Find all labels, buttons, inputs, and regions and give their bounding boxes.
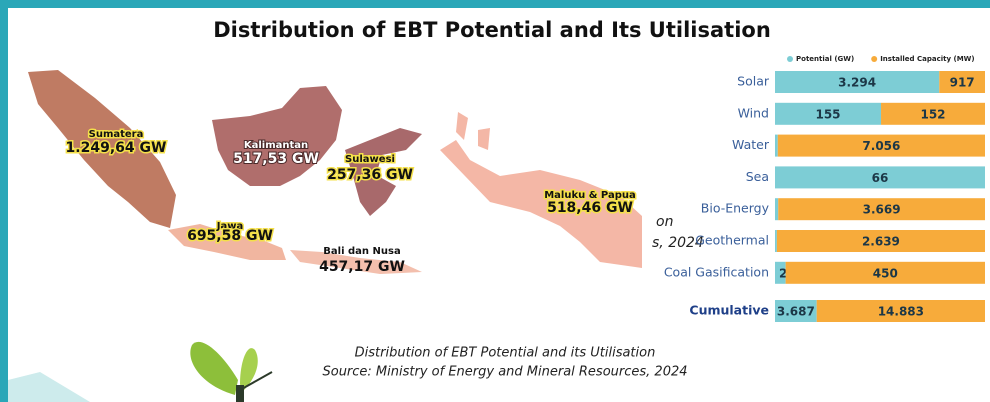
category-label: Cumulative bbox=[689, 303, 769, 318]
background-fragment: s, 2024 bbox=[652, 235, 704, 251]
value-label: 917 bbox=[950, 76, 975, 90]
value-label: 152 bbox=[920, 107, 945, 121]
left-frame bbox=[0, 0, 8, 402]
legend-label: Installed Capacity (MW) bbox=[880, 55, 974, 63]
region-sulawesi bbox=[345, 128, 422, 216]
caption: Source: Ministry of Energy and Mineral R… bbox=[322, 365, 687, 380]
legend-label: Potential (GW) bbox=[796, 55, 854, 63]
corner-decoration bbox=[8, 372, 90, 402]
value-label: 7.056 bbox=[862, 139, 900, 153]
value-label: 3.687 bbox=[777, 305, 815, 319]
legend-swatch bbox=[787, 56, 793, 62]
background-fragment: on bbox=[656, 214, 673, 230]
region-value: 457,17 GW bbox=[319, 259, 405, 275]
legend-swatch bbox=[871, 56, 878, 62]
bar-segment bbox=[775, 166, 985, 189]
wing bbox=[240, 348, 258, 392]
value-label: 3.294 bbox=[838, 76, 876, 90]
antenna bbox=[239, 371, 273, 391]
caption: Distribution of EBT Potential and its Ut… bbox=[355, 346, 656, 361]
category-label: Water bbox=[732, 137, 770, 152]
bar-segment bbox=[775, 71, 940, 93]
region-kalimantan bbox=[212, 86, 342, 186]
top-frame bbox=[0, 0, 990, 8]
bar-segment bbox=[881, 102, 985, 125]
island bbox=[478, 128, 490, 150]
region-name: Kalimantan bbox=[244, 140, 308, 151]
region-name: Jawa bbox=[216, 221, 243, 232]
value-label: 66 bbox=[872, 171, 889, 185]
title: Distribution of EBT Potential and Its Ut… bbox=[213, 18, 771, 42]
region-bali-nusa bbox=[290, 250, 422, 274]
category-label: Solar bbox=[737, 74, 770, 89]
bar-segment bbox=[775, 198, 779, 221]
value-label: 155 bbox=[815, 107, 840, 121]
region-sumatera bbox=[28, 70, 176, 228]
category-label: Coal Gasification bbox=[664, 264, 769, 279]
value-label: 2.639 bbox=[862, 235, 900, 249]
region-name: Bali dan Nusa bbox=[323, 246, 400, 257]
region-value: 1.249,64 GW bbox=[66, 140, 167, 156]
bar-segment bbox=[776, 230, 985, 252]
region-name: Sumatera bbox=[89, 129, 144, 140]
map: Sumatera 1.249,64 GW Kalimantan 517,53 G… bbox=[28, 70, 704, 275]
bar-segment bbox=[775, 261, 786, 284]
bar-segment bbox=[939, 71, 985, 93]
body bbox=[236, 385, 244, 402]
category-label: Bio-Energy bbox=[701, 201, 770, 216]
bar-segment bbox=[775, 300, 817, 322]
category-label: Geothermal bbox=[695, 233, 769, 248]
region-value: 695,58 GW bbox=[187, 228, 273, 244]
region-name: Maluku & Papua bbox=[544, 190, 636, 201]
value-label: 450 bbox=[873, 266, 898, 280]
region-value: 517,53 GW bbox=[233, 151, 319, 167]
region-name: Sulawesi bbox=[345, 154, 395, 165]
wing bbox=[190, 341, 238, 395]
region-value: 518,46 GW bbox=[547, 200, 633, 216]
bar-segment bbox=[778, 198, 985, 221]
bar-segment bbox=[816, 300, 985, 322]
value-label: 14.883 bbox=[878, 305, 924, 319]
region-maluku-papua bbox=[440, 140, 642, 268]
bar-segment bbox=[775, 230, 777, 252]
bar-segment bbox=[775, 134, 778, 157]
island bbox=[456, 112, 468, 140]
category-label: Wind bbox=[738, 105, 769, 120]
bar-segment bbox=[785, 261, 985, 284]
bar-segment bbox=[775, 102, 882, 125]
region-value: 257,36 GW bbox=[327, 167, 413, 183]
bar-segment bbox=[777, 134, 985, 157]
value-label: 3.669 bbox=[863, 203, 901, 217]
category-label: Sea bbox=[746, 169, 769, 184]
region-jawa bbox=[168, 224, 286, 260]
butterfly bbox=[190, 341, 273, 402]
